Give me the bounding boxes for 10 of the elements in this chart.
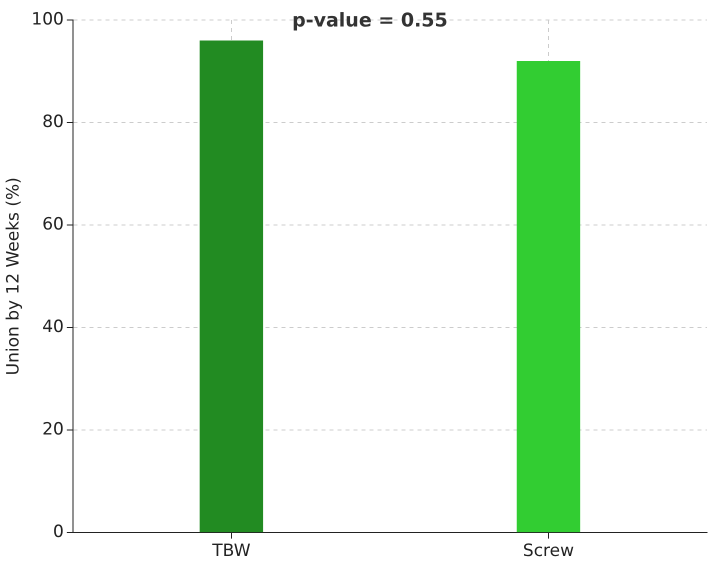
y-tick-label: 100 <box>31 9 64 30</box>
x-tick-label: TBW <box>211 541 251 562</box>
y-tick-label: 80 <box>42 112 64 132</box>
y-tick-label: 40 <box>42 316 64 337</box>
y-axis-title: Union by 12 Weeks (%) <box>4 177 24 376</box>
y-tick-label: 20 <box>42 420 64 440</box>
annotation: p-value = 0.55 <box>292 9 448 32</box>
x-tick-label: Screw <box>522 541 574 562</box>
y-tick-label: 0 <box>53 522 64 542</box>
y-tick-label: 60 <box>42 214 64 234</box>
